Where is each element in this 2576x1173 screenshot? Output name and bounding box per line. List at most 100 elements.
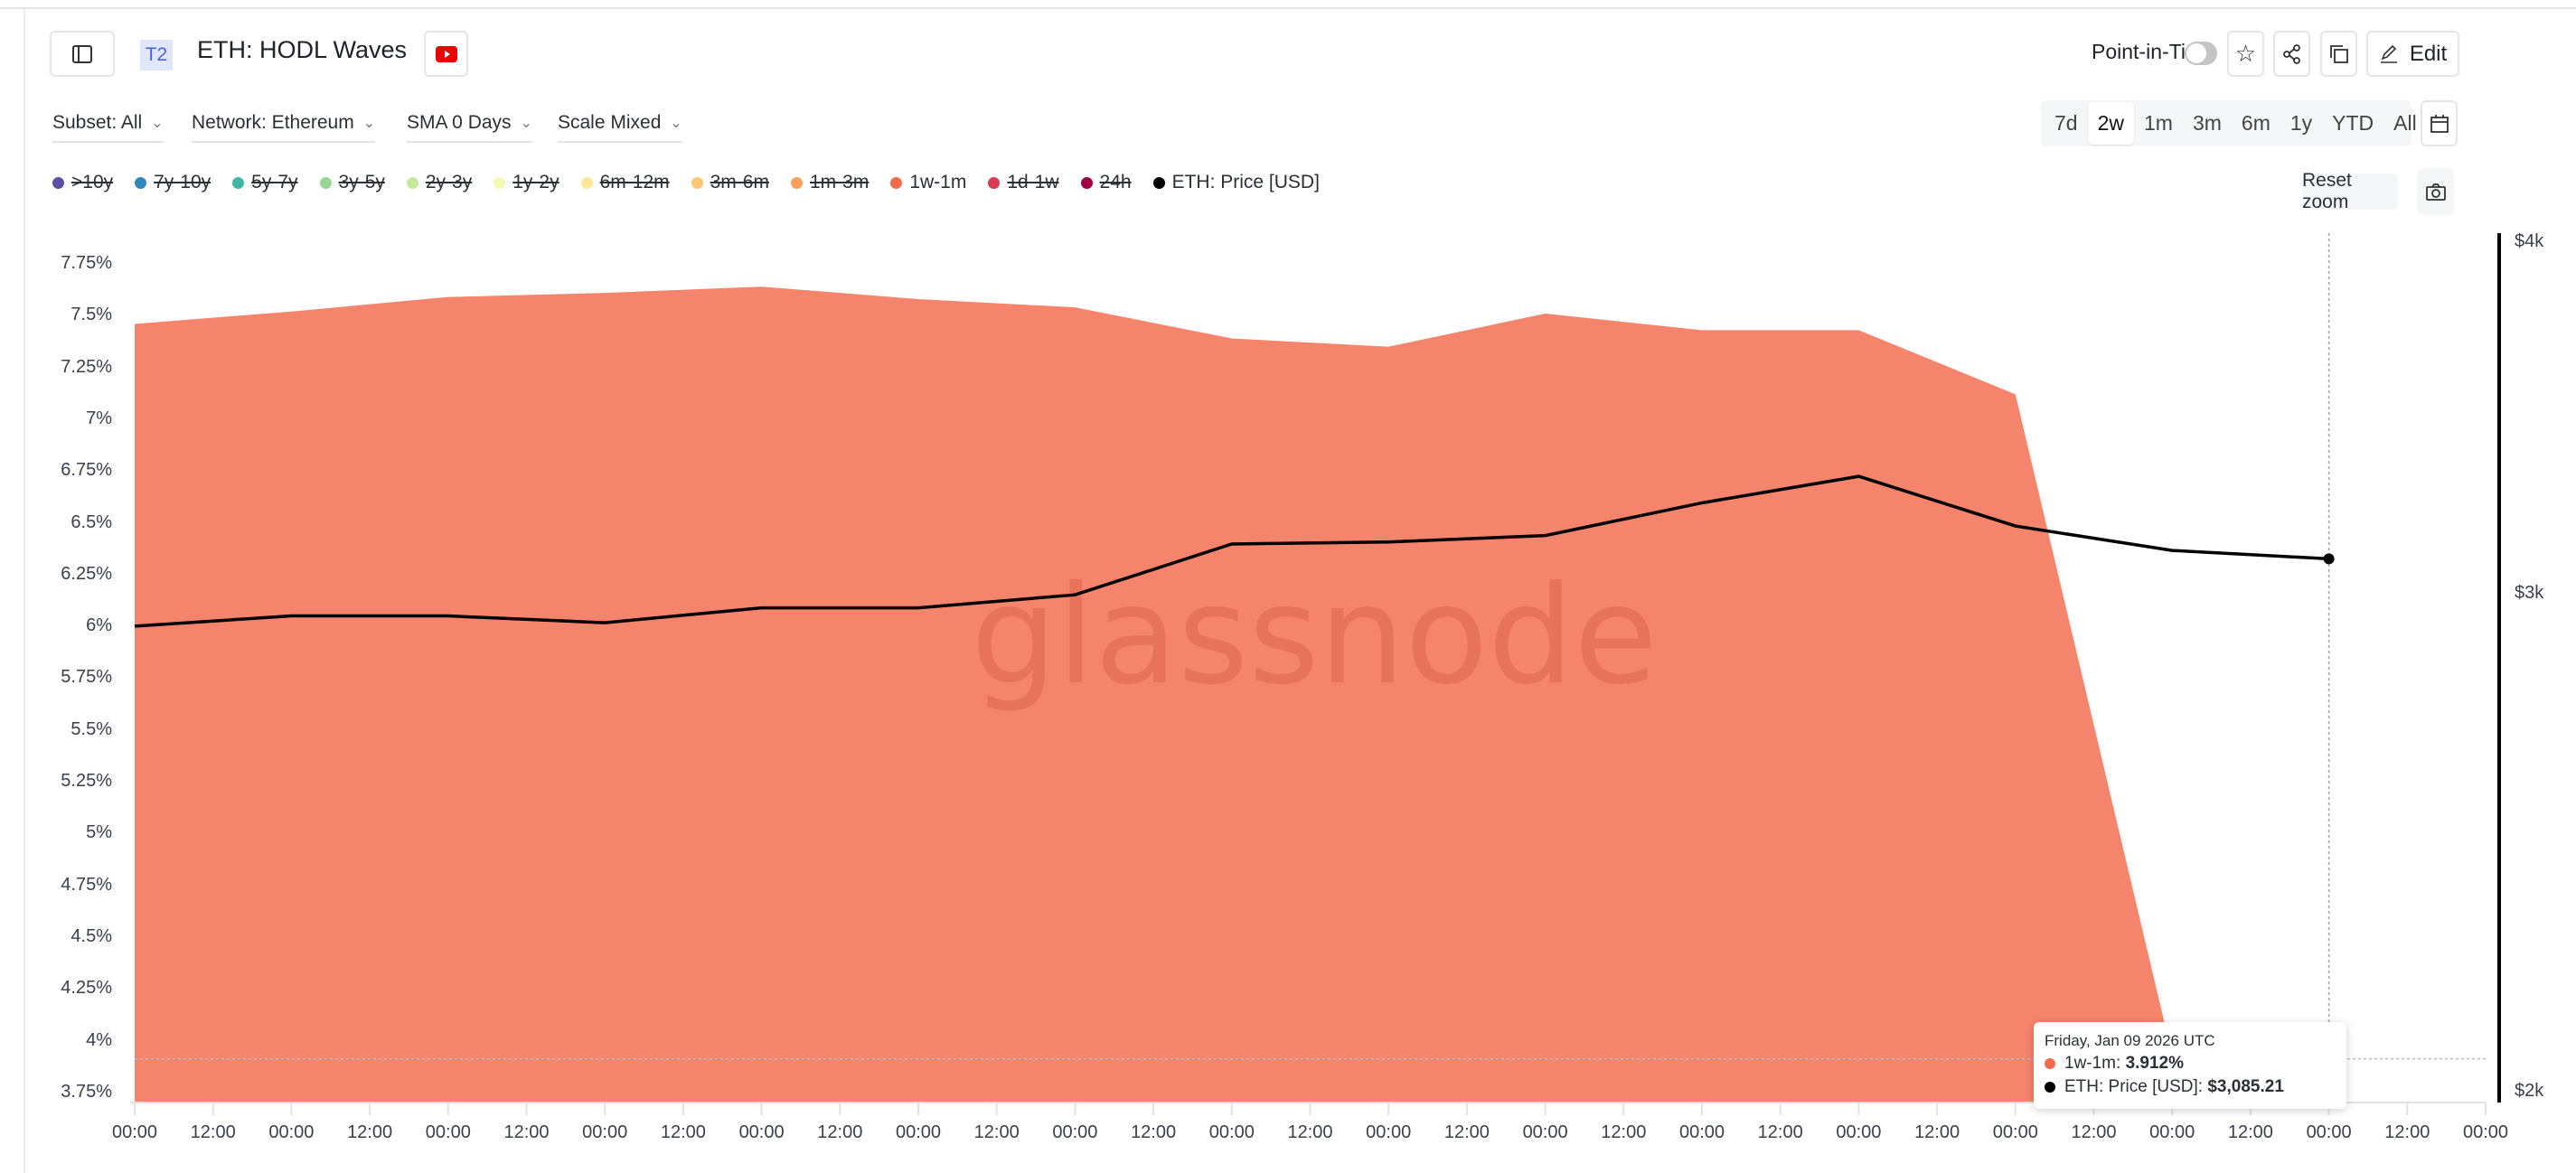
share-button[interactable] xyxy=(2273,31,2310,77)
x-tick-label: 00:00 xyxy=(268,1122,315,1142)
range-6m[interactable]: 6m xyxy=(2241,111,2270,135)
network-dropdown[interactable]: Network: Ethereum ⌄ xyxy=(192,112,376,143)
sidebar-icon xyxy=(72,44,92,63)
chevron-down-icon: ⌄ xyxy=(520,116,532,131)
tier-badge: T2 xyxy=(140,40,173,70)
legend-label: 1y-2y xyxy=(512,172,559,192)
x-tick-label: 00:00 xyxy=(582,1122,628,1142)
legend-item[interactable]: >10y xyxy=(52,172,113,193)
legend-dot-icon xyxy=(319,176,332,189)
range-3m[interactable]: 3m xyxy=(2192,111,2222,135)
x-tick-label: 12:00 xyxy=(2227,1122,2273,1142)
y-left-tick: 6.5% xyxy=(71,511,112,532)
youtube-button[interactable] xyxy=(424,31,468,77)
legend-item[interactable]: ETH: Price [USD] xyxy=(1152,172,1320,193)
legend-dot-icon xyxy=(494,176,506,189)
legend-item[interactable]: 1d-1w xyxy=(988,172,1059,193)
x-tick-label: 00:00 xyxy=(1992,1122,2038,1142)
x-tick-label: 12:00 xyxy=(503,1122,550,1142)
y-left-tick: 5.25% xyxy=(61,771,112,791)
x-tick-label: 00:00 xyxy=(2462,1122,2509,1142)
pencil-icon xyxy=(2380,44,2397,63)
range-2w[interactable]: 2w xyxy=(2087,102,2134,145)
range-All[interactable]: All xyxy=(2393,111,2417,135)
scale-label: Scale Mixed xyxy=(558,112,662,133)
price-point xyxy=(2323,553,2335,565)
sidebar-toggle-button[interactable] xyxy=(50,31,115,77)
x-tick-label: 12:00 xyxy=(660,1122,706,1142)
y-left-tick: 6% xyxy=(86,615,112,636)
legend-item[interactable]: 3m-6m xyxy=(691,172,769,193)
camera-icon xyxy=(2425,183,2446,201)
x-tick-label: 00:00 xyxy=(2149,1122,2195,1142)
sma-label: SMA 0 Days xyxy=(407,112,512,133)
y-left-tick: 6.75% xyxy=(61,460,112,481)
edit-button[interactable]: Edit xyxy=(2366,31,2459,77)
star-icon: ☆ xyxy=(2234,40,2257,67)
legend-item[interactable]: 6m-12m xyxy=(580,172,670,193)
range-7d[interactable]: 7d xyxy=(2054,111,2078,135)
x-tick-label: 12:00 xyxy=(973,1122,1020,1142)
tooltip-series2-label: ETH: Price [USD]: xyxy=(2064,1077,2208,1096)
tooltip-series1-value: 3.912% xyxy=(2125,1054,2185,1073)
page-title: ETH: HODL Waves xyxy=(197,36,408,63)
x-tick-label: 12:00 xyxy=(347,1122,393,1142)
screenshot-button[interactable] xyxy=(2417,168,2454,215)
duplicate-button[interactable] xyxy=(2320,31,2357,77)
reset-zoom-button[interactable]: Reset zoom xyxy=(2302,170,2398,212)
legend-dot-icon xyxy=(52,176,64,189)
calendar-button[interactable] xyxy=(2421,100,2458,146)
legend-item[interactable]: 1y-2y xyxy=(494,172,559,193)
legend-label: 1d-1w xyxy=(1007,172,1059,192)
subset-dropdown[interactable]: Subset: All ⌄ xyxy=(52,112,164,143)
legend-item[interactable]: 24h xyxy=(1080,172,1132,193)
sma-dropdown[interactable]: SMA 0 Days ⌄ xyxy=(407,112,532,143)
range-1y[interactable]: 1y xyxy=(2289,111,2313,135)
legend-item[interactable]: 7y-10y xyxy=(135,172,211,193)
chart-tooltip: Friday, Jan 09 2026 UTC 1w-1m: 3.912% ET… xyxy=(2034,1022,2346,1109)
legend-label: >10y xyxy=(71,172,114,192)
copy-icon xyxy=(2329,44,2348,63)
series-dot-icon xyxy=(2045,1058,2055,1069)
tooltip-series1-label: 1w-1m: xyxy=(2064,1054,2126,1073)
legend-item[interactable]: 3y-5y xyxy=(319,172,385,193)
legend-dot-icon xyxy=(890,176,903,189)
x-tick-label: 00:00 xyxy=(738,1122,785,1142)
y-right-tick: $2k xyxy=(2515,1081,2544,1101)
legend-dot-icon xyxy=(580,176,593,189)
legend-dot-icon xyxy=(1152,176,1165,189)
x-tick-label: 00:00 xyxy=(425,1122,471,1142)
legend-label: 7y-10y xyxy=(154,172,212,192)
legend-label: 5y-7y xyxy=(251,172,298,192)
legend-item[interactable]: 5y-7y xyxy=(232,172,298,193)
tooltip-date: Friday, Jan 09 2026 UTC xyxy=(2045,1032,2215,1049)
legend-item[interactable]: 2y-3y xyxy=(406,172,473,193)
legend-dot-icon xyxy=(1080,176,1093,189)
point-in-time-toggle[interactable] xyxy=(2185,42,2217,65)
time-range-selector: 7d 2w 1m 3m 6m 1y YTD All xyxy=(2041,100,2455,146)
legend-label: 1w-1m xyxy=(909,172,967,192)
y-left-tick: 7% xyxy=(86,408,112,428)
x-tick-label: 00:00 xyxy=(1836,1122,1882,1142)
legend-label: 3m-6m xyxy=(710,172,769,192)
scale-dropdown[interactable]: Scale Mixed ⌄ xyxy=(558,112,682,143)
favorite-button[interactable]: ☆ xyxy=(2227,31,2264,77)
range-YTD[interactable]: YTD xyxy=(2332,111,2374,135)
chevron-down-icon: ⌄ xyxy=(670,116,682,131)
legend-item[interactable]: 1m-3m xyxy=(790,172,869,193)
y-left-tick: 4.75% xyxy=(61,874,112,895)
x-tick-label: 00:00 xyxy=(1366,1122,1412,1142)
legend-label: 24h xyxy=(1099,172,1132,192)
share-icon xyxy=(2282,43,2300,64)
y-right-tick: $4k xyxy=(2515,231,2544,251)
legend-dot-icon xyxy=(790,176,803,189)
legend-dot-icon xyxy=(406,176,418,189)
legend-item[interactable]: 1w-1m xyxy=(890,172,966,193)
x-tick-label: 12:00 xyxy=(817,1122,863,1142)
x-tick-label: 12:00 xyxy=(190,1122,236,1142)
legend-dot-icon xyxy=(135,176,147,189)
x-tick-label: 00:00 xyxy=(1678,1122,1725,1142)
range-1m[interactable]: 1m xyxy=(2144,111,2173,135)
legend-label: 2y-3y xyxy=(425,172,473,192)
